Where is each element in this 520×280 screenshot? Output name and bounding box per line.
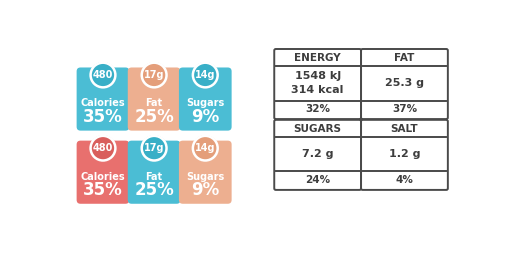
Text: Fat: Fat [146, 172, 163, 182]
Text: Sugars: Sugars [186, 99, 225, 108]
Text: 480: 480 [93, 143, 113, 153]
Text: 24%: 24% [305, 175, 330, 185]
Circle shape [193, 63, 218, 87]
FancyBboxPatch shape [128, 67, 180, 130]
Text: 17g: 17g [144, 143, 164, 153]
Text: 1548 kJ
314 kcal: 1548 kJ 314 kcal [292, 71, 344, 95]
FancyBboxPatch shape [179, 141, 231, 204]
FancyBboxPatch shape [76, 141, 129, 204]
Text: 37%: 37% [392, 104, 417, 114]
Text: Fat: Fat [146, 99, 163, 108]
Text: Sugars: Sugars [186, 172, 225, 182]
Text: 480: 480 [93, 70, 113, 80]
Text: Calories: Calories [81, 172, 125, 182]
Text: ENERGY: ENERGY [294, 53, 341, 63]
Text: SALT: SALT [391, 124, 418, 134]
Text: Calories: Calories [81, 99, 125, 108]
FancyBboxPatch shape [179, 67, 231, 130]
Circle shape [193, 136, 218, 160]
Circle shape [90, 136, 115, 160]
Circle shape [142, 136, 166, 160]
Text: 14g: 14g [195, 70, 215, 80]
Text: 32%: 32% [305, 104, 330, 114]
Text: 14g: 14g [195, 143, 215, 153]
Circle shape [90, 63, 115, 87]
Text: 17g: 17g [144, 70, 164, 80]
Text: 4%: 4% [396, 175, 413, 185]
FancyBboxPatch shape [361, 49, 448, 119]
Text: 7.2 g: 7.2 g [302, 149, 333, 159]
Text: 35%: 35% [83, 108, 123, 126]
Text: SUGARS: SUGARS [294, 124, 342, 134]
FancyBboxPatch shape [274, 120, 361, 190]
Text: 9%: 9% [191, 108, 219, 126]
Text: 25.3 g: 25.3 g [385, 78, 424, 88]
FancyBboxPatch shape [128, 141, 180, 204]
FancyBboxPatch shape [361, 120, 448, 190]
Text: 9%: 9% [191, 181, 219, 199]
Text: 1.2 g: 1.2 g [389, 149, 420, 159]
FancyBboxPatch shape [274, 49, 361, 119]
Circle shape [142, 63, 166, 87]
Text: 25%: 25% [134, 108, 174, 126]
Text: FAT: FAT [394, 53, 414, 63]
Text: 25%: 25% [134, 181, 174, 199]
Text: 35%: 35% [83, 181, 123, 199]
FancyBboxPatch shape [76, 67, 129, 130]
